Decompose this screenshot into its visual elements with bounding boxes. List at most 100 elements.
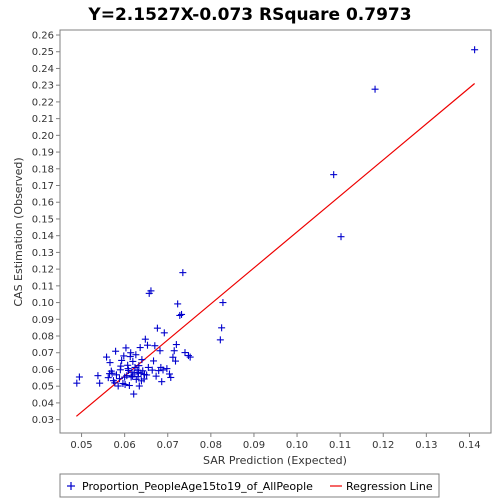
- y-tick-label: 0.10: [32, 298, 54, 309]
- legend-label-regression: Regression Line: [346, 480, 433, 493]
- data-point: [152, 372, 160, 380]
- y-tick-label: 0.08: [32, 332, 54, 343]
- y-tick-label: 0.24: [32, 64, 54, 75]
- y-tick-label: 0.11: [32, 281, 54, 292]
- x-tick-label: 0.08: [200, 440, 222, 451]
- data-point: [151, 342, 159, 350]
- data-point: [135, 362, 143, 370]
- data-point: [127, 349, 135, 357]
- data-point: [111, 379, 119, 387]
- data-point: [172, 341, 180, 349]
- x-tick-label: 0.11: [329, 440, 351, 451]
- data-point: [157, 363, 165, 371]
- data-point: [170, 347, 178, 355]
- data-point: [140, 370, 148, 378]
- data-point: [148, 366, 156, 374]
- data-point: [330, 171, 338, 179]
- y-tick-label: 0.14: [32, 231, 54, 242]
- y-tick-label: 0.16: [32, 198, 54, 209]
- y-tick-label: 0.07: [32, 348, 54, 359]
- data-point: [138, 356, 146, 364]
- data-point: [117, 362, 125, 370]
- x-tick-label: 0.10: [286, 440, 308, 451]
- data-point: [104, 374, 112, 382]
- data-point: [94, 372, 102, 380]
- data-point: [135, 382, 143, 390]
- data-point: [124, 365, 132, 373]
- y-tick-label: 0.26: [32, 31, 54, 42]
- x-tick-label: 0.07: [157, 440, 179, 451]
- data-point: [144, 363, 152, 371]
- data-point: [107, 367, 115, 375]
- legend-box: [59, 473, 440, 498]
- y-tick-label: 0.04: [32, 398, 54, 409]
- data-point: [112, 371, 120, 379]
- data-point: [169, 353, 177, 361]
- data-point: [172, 357, 180, 365]
- data-point: [106, 359, 114, 367]
- y-tick-label: 0.25: [32, 47, 54, 58]
- data-point: [137, 377, 145, 385]
- regression-line: [75, 83, 476, 417]
- y-tick-label: 0.15: [32, 214, 54, 225]
- data-point: [112, 347, 120, 355]
- data-point: [371, 85, 379, 93]
- y-tick-label: 0.09: [32, 315, 54, 326]
- data-point: [174, 300, 182, 308]
- regression-layer: [75, 83, 476, 417]
- y-tick-label: 0.03: [32, 415, 54, 426]
- data-point: [337, 233, 345, 241]
- data-point: [121, 381, 129, 389]
- y-axis-ticks: 0.03 0.04 0.05 0.06 0.07 0.08 0.09 0.10 0.11 0.12…: [32, 31, 60, 426]
- y-tick-label: 0.12: [32, 265, 54, 276]
- data-point: [141, 335, 149, 343]
- data-point: [122, 344, 130, 352]
- y-tick-label: 0.20: [32, 131, 54, 142]
- data-point: [134, 368, 142, 376]
- data-point: [158, 378, 166, 386]
- data-point: [176, 311, 184, 319]
- data-point: [129, 357, 137, 365]
- y-tick-label: 0.22: [32, 97, 54, 108]
- data-point: [127, 373, 135, 381]
- data-point: [103, 353, 111, 361]
- data-point: [125, 382, 133, 390]
- data-point: [75, 373, 83, 381]
- x-tick-label: 0.13: [415, 440, 437, 451]
- data-point: [156, 347, 164, 355]
- x-tick-label: 0.05: [70, 440, 92, 451]
- scatter-points: [73, 46, 479, 398]
- data-point: [147, 287, 155, 295]
- data-point: [163, 365, 171, 373]
- y-tick-label: 0.23: [32, 81, 54, 92]
- data-point: [167, 373, 175, 381]
- legend-marker-points: [67, 482, 75, 490]
- x-tick-label: 0.14: [458, 440, 480, 451]
- y-tick-label: 0.18: [32, 164, 54, 175]
- data-point: [115, 375, 123, 383]
- x-axis-label: SAR Prediction (Expected): [203, 454, 347, 467]
- x-axis-ticks: 0.05 0.06 0.07 0.08 0.09 0.10 0.11 0.12 0.13 0.14: [70, 433, 481, 451]
- data-point: [178, 310, 186, 318]
- data-point: [219, 299, 227, 307]
- data-point: [471, 46, 479, 54]
- data-point: [120, 352, 128, 360]
- y-tick-label: 0.06: [32, 365, 54, 376]
- data-point: [139, 367, 147, 375]
- legend: Proportion_PeopleAge15to19_of_AllPeople …: [59, 473, 440, 498]
- chart-title: Y=2.1527X-0.073 RSquare 0.7973: [87, 5, 411, 25]
- y-tick-label: 0.13: [32, 248, 54, 259]
- data-point: [186, 353, 194, 361]
- x-tick-label: 0.09: [243, 440, 265, 451]
- data-point: [216, 336, 224, 344]
- data-point: [118, 356, 126, 364]
- data-point: [160, 329, 168, 337]
- x-tick-label: 0.06: [114, 440, 136, 451]
- data-point: [150, 357, 158, 365]
- y-tick-label: 0.05: [32, 382, 54, 393]
- data-point: [132, 351, 140, 359]
- data-point: [96, 379, 104, 387]
- data-point: [181, 349, 189, 357]
- x-tick-label: 0.12: [372, 440, 394, 451]
